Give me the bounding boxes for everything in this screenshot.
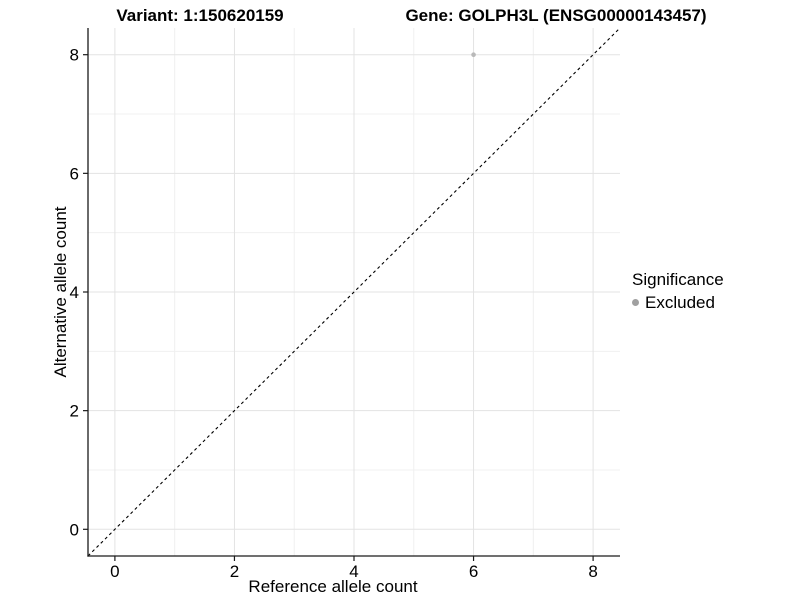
variant-title: Variant: 1:150620159 — [116, 6, 284, 25]
x-tick-label: 6 — [469, 562, 478, 581]
y-tick-label: 8 — [70, 46, 79, 65]
x-tick-label: 4 — [349, 562, 358, 581]
x-axis-title: Reference allele count — [248, 577, 418, 596]
data-point — [471, 52, 476, 57]
y-axis-title: Alternative allele count — [51, 206, 70, 378]
y-tick-label: 4 — [70, 283, 79, 302]
gene-title: Gene: GOLPH3L (ENSG00000143457) — [405, 6, 707, 25]
x-tick-label: 0 — [110, 562, 119, 581]
legend: Significance Excluded — [632, 269, 724, 312]
legend-item: Excluded — [632, 293, 724, 312]
y-tick-label: 0 — [70, 520, 79, 539]
legend-point-marker-icon — [632, 299, 639, 306]
x-tick-label: 8 — [588, 562, 597, 581]
identity-line — [87, 27, 621, 557]
legend-title: Significance — [632, 270, 724, 289]
y-tick-label: 2 — [70, 402, 79, 421]
x-tick-label: 2 — [230, 562, 239, 581]
legend-item-label: Excluded — [645, 293, 715, 312]
y-tick-label: 6 — [70, 164, 79, 183]
